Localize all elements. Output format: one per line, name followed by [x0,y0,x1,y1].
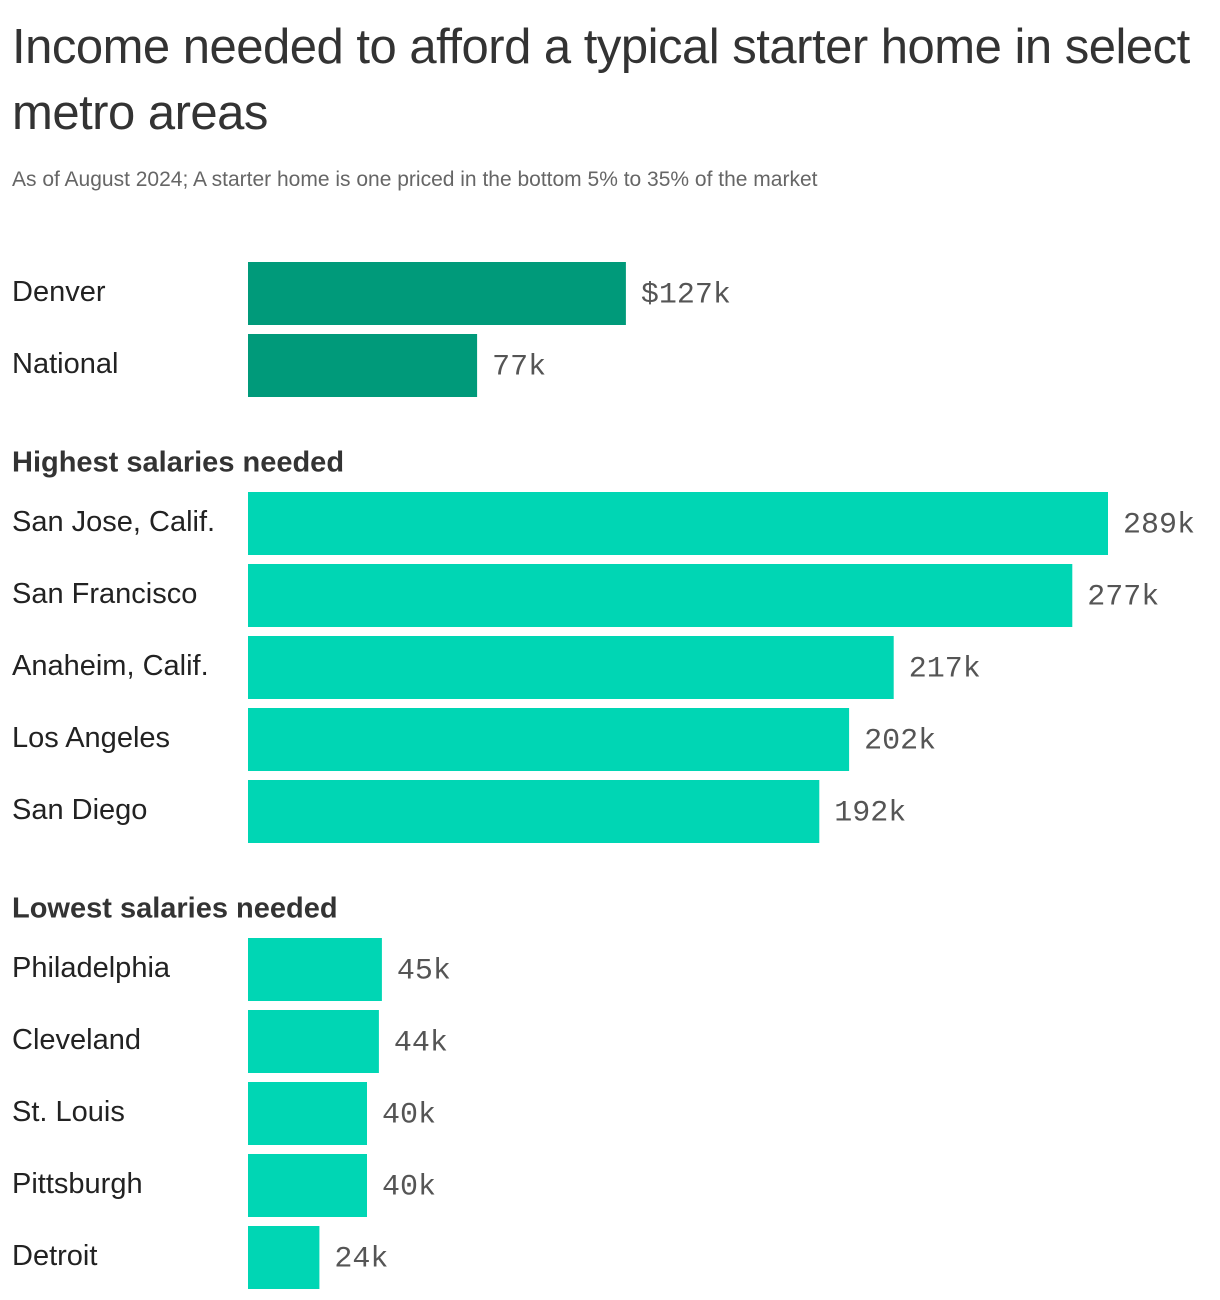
bar-group-1: Denver $127k National 77k [12,262,731,397]
value-label: 289k [1123,508,1195,542]
bar [248,564,1073,627]
category-label: Detroit [12,1240,97,1272]
bar [248,492,1108,555]
bar [248,636,894,699]
group-heading: Highest salaries needed [12,447,344,479]
category-label: Cleveland [12,1024,141,1056]
category-label: San Francisco [12,578,197,610]
bar [248,938,382,1001]
value-label: 277k [1087,580,1159,614]
value-label: 217k [909,652,981,686]
value-label: 202k [864,724,936,758]
value-label: 40k [382,1098,436,1132]
category-label: San Jose, Calif. [12,506,215,538]
category-label: St. Louis [12,1096,125,1128]
chart-subtitle: As of August 2024; A starter home is one… [12,168,818,191]
category-label: Pittsburgh [12,1168,143,1200]
group-heading: Lowest salaries needed [12,893,338,925]
bar [248,1082,367,1145]
category-label: Los Angeles [12,722,170,754]
bar [248,1154,367,1217]
value-label: 44k [394,1026,448,1060]
value-label: 77k [492,350,546,384]
category-label: Philadelphia [12,952,171,984]
category-label: San Diego [12,794,147,826]
bar [248,1010,379,1073]
chart-title: Income needed to afford a typical starte… [12,20,1190,140]
category-label: Denver [12,276,106,308]
value-label: 24k [334,1242,388,1276]
category-label: Anaheim, Calif. [12,650,209,682]
bar [248,262,626,325]
value-label: $127k [641,278,731,312]
category-label: National [12,348,118,380]
value-label: 192k [834,796,906,830]
bar [248,708,850,771]
bar-group-3: Lowest salaries needed Philadelphia 45k Cle… [12,893,451,1289]
bar-group-2: Highest salaries needed San Jose, Calif. 2… [12,447,1195,843]
bar [248,780,820,843]
value-label: 45k [397,954,451,988]
bar [248,334,478,397]
value-label: 40k [382,1170,436,1204]
bar [248,1226,320,1289]
